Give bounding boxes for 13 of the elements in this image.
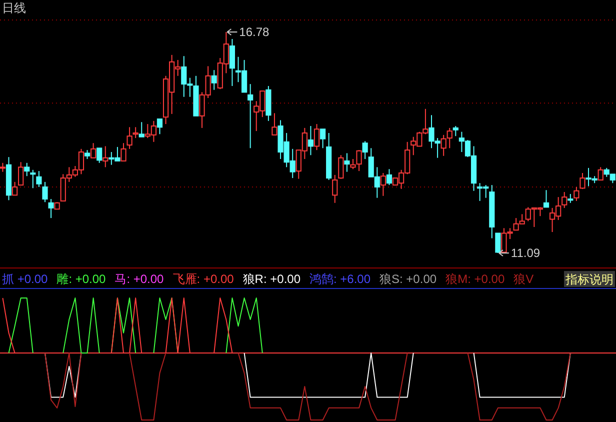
legend-label: 抓 +0.00 [2,272,48,286]
legend-label: 马: +0.00 [114,272,164,286]
annotation: 16.78 [239,25,270,39]
legend-label: 鸿鹄: +6.00 [310,272,371,286]
legend-label: 狼V [514,272,534,286]
chart-title: 日线 [2,1,26,15]
text: 指标说明 [564,272,614,286]
series-label: 飞雁: +0.00 [172,272,234,286]
legend-label: 狼S: +0.00 [380,272,437,286]
text: 狼R: +0.00 [242,272,301,286]
series-label: 雕: +0.00 [56,272,106,286]
annotation: 11.09 [510,246,540,260]
text: 狼M: +0.00 [446,272,505,286]
